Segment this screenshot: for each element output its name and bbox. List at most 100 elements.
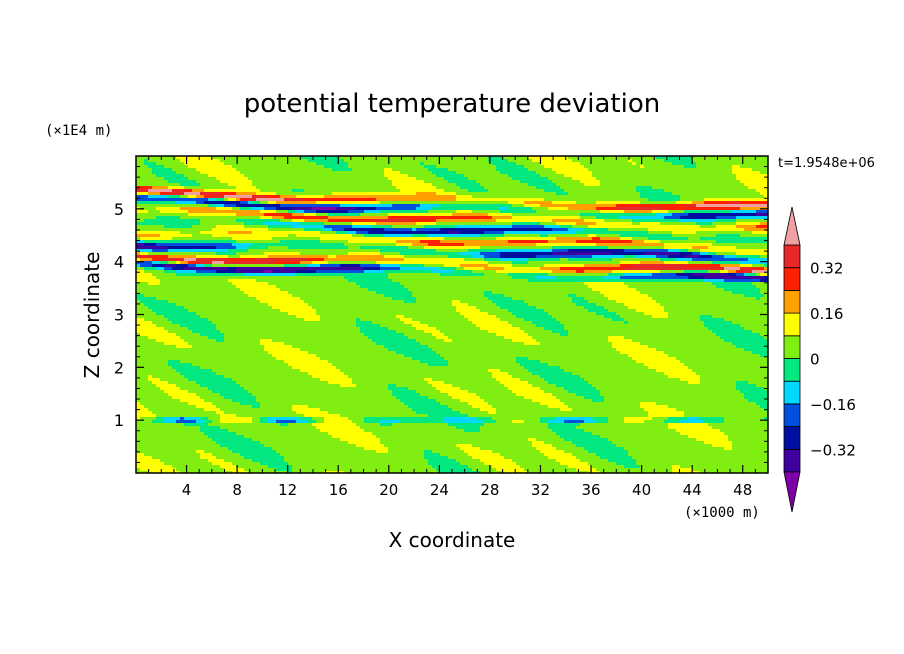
contour-cell <box>368 243 373 247</box>
contour-cell <box>492 171 497 175</box>
contour-cell <box>744 186 749 190</box>
contour-cell <box>208 231 213 235</box>
contour-cell <box>200 171 205 175</box>
contour-cell <box>720 243 725 247</box>
contour-cell <box>276 240 281 244</box>
contour-cell <box>408 189 413 193</box>
contour-cell <box>484 183 489 187</box>
contour-cell <box>164 159 169 163</box>
contour-cell <box>760 234 765 238</box>
contour-cell <box>536 210 541 214</box>
contour-cell <box>656 177 661 181</box>
contour-cell <box>540 198 545 202</box>
contour-cell <box>600 225 605 229</box>
contour-cell <box>532 195 537 199</box>
contour-cell <box>264 204 269 208</box>
contour-cell <box>396 207 401 211</box>
contour-cell <box>220 207 225 211</box>
contour-cell <box>504 204 509 208</box>
contour-cell <box>548 234 553 238</box>
contour-cell <box>348 237 353 241</box>
contour-cell <box>312 246 317 250</box>
contour-cell <box>420 162 425 166</box>
contour-cell <box>624 204 629 208</box>
contour-cell <box>740 189 745 193</box>
contour-cell <box>360 210 365 214</box>
contour-cell <box>316 246 321 250</box>
contour-cell <box>248 192 253 196</box>
contour-cell <box>400 186 405 190</box>
contour-cell <box>460 156 465 160</box>
contour-cell <box>440 207 445 211</box>
contour-cell <box>720 180 725 184</box>
contour-cell <box>628 219 633 223</box>
contour-cell <box>304 156 309 160</box>
contour-cell <box>416 162 421 166</box>
contour-cell <box>500 174 505 178</box>
contour-cell <box>260 204 265 208</box>
contour-cell <box>452 228 457 232</box>
contour-cell <box>656 171 661 175</box>
contour-cell <box>576 189 581 193</box>
contour-cell <box>212 243 217 247</box>
contour-cell <box>384 171 389 175</box>
contour-cell <box>156 219 161 223</box>
contour-cell <box>152 243 157 247</box>
contour-cell <box>568 228 573 232</box>
contour-cell <box>316 174 321 178</box>
contour-cell <box>220 213 225 217</box>
contour-cell <box>496 198 501 202</box>
contour-cell <box>304 204 309 208</box>
contour-cell <box>588 195 593 199</box>
contour-cell <box>416 204 421 208</box>
contour-cell <box>700 219 705 223</box>
contour-cell <box>340 165 345 169</box>
contour-cell <box>688 207 693 211</box>
contour-cell <box>376 162 381 166</box>
contour-cell <box>216 216 221 220</box>
contour-cell <box>452 240 457 244</box>
contour-cell <box>412 231 417 235</box>
contour-cell <box>620 207 625 211</box>
contour-cell <box>296 216 301 220</box>
contour-cell <box>452 213 457 217</box>
contour-cell <box>748 213 753 217</box>
contour-cell <box>196 198 201 202</box>
contour-cell <box>240 156 245 160</box>
contour-cell <box>372 246 377 250</box>
contour-cell <box>684 213 689 217</box>
contour-cell <box>532 216 537 220</box>
contour-cell <box>280 234 285 238</box>
contour-cell <box>488 240 493 244</box>
contour-cell <box>228 237 233 241</box>
contour-cell <box>612 174 617 178</box>
contour-cell <box>700 243 705 247</box>
contour-cell <box>508 177 513 181</box>
contour-cell <box>612 219 617 223</box>
contour-cell <box>720 159 725 163</box>
contour-cell <box>312 180 317 184</box>
contour-cell <box>504 210 509 214</box>
contour-cell <box>456 207 461 211</box>
contour-cell <box>668 156 673 160</box>
contour-cell <box>496 189 501 193</box>
contour-cell <box>372 216 377 220</box>
contour-cell <box>664 219 669 223</box>
contour-cell <box>580 165 585 169</box>
contour-cell <box>512 228 517 232</box>
contour-cell <box>548 243 553 247</box>
contour-cell <box>256 210 261 214</box>
contour-cell <box>488 195 493 199</box>
contour-cell <box>292 213 297 217</box>
contour-cell <box>584 168 589 172</box>
contour-cell <box>292 222 297 226</box>
contour-cell <box>656 213 661 217</box>
contour-cell <box>372 183 377 187</box>
contour-cell <box>364 180 369 184</box>
contour-cell <box>568 195 573 199</box>
contour-cell <box>576 186 581 190</box>
contour-cell <box>228 243 233 247</box>
contour-cell <box>676 180 681 184</box>
contour-cell <box>160 216 165 220</box>
contour-cell <box>728 186 733 190</box>
